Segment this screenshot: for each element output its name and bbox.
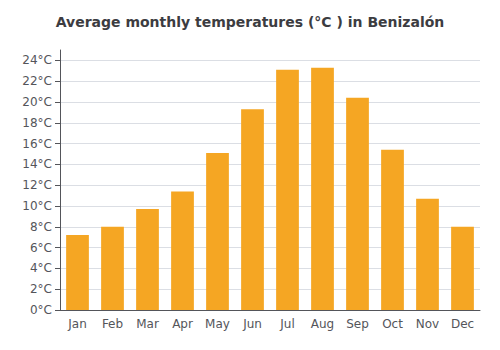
svg-text:12°C: 12°C xyxy=(22,178,52,192)
svg-text:14°C: 14°C xyxy=(22,157,52,171)
svg-text:Oct: Oct xyxy=(382,317,403,331)
svg-text:20°C: 20°C xyxy=(22,95,52,109)
svg-text:10°C: 10°C xyxy=(22,199,52,213)
svg-text:Jun: Jun xyxy=(242,317,262,331)
svg-text:Sep: Sep xyxy=(346,317,369,331)
svg-text:Average monthly temperatures (: Average monthly temperatures (°C ) in Be… xyxy=(56,14,445,30)
svg-text:6°C: 6°C xyxy=(30,241,52,255)
svg-text:2°C: 2°C xyxy=(30,282,52,296)
svg-text:Feb: Feb xyxy=(102,317,123,331)
svg-text:Nov: Nov xyxy=(416,317,439,331)
svg-text:Apr: Apr xyxy=(172,317,193,331)
svg-text:16°C: 16°C xyxy=(22,137,52,151)
svg-text:Mar: Mar xyxy=(136,317,159,331)
svg-text:24°C: 24°C xyxy=(22,53,52,67)
svg-text:8°C: 8°C xyxy=(30,220,52,234)
svg-text:0°C: 0°C xyxy=(30,303,52,317)
svg-text:May: May xyxy=(205,317,230,331)
svg-text:Aug: Aug xyxy=(311,317,334,331)
svg-text:22°C: 22°C xyxy=(22,74,52,88)
svg-text:4°C: 4°C xyxy=(30,261,52,275)
svg-text:Jul: Jul xyxy=(279,317,294,331)
svg-text:18°C: 18°C xyxy=(22,116,52,130)
svg-text:Jan: Jan xyxy=(67,317,87,331)
svg-text:Dec: Dec xyxy=(451,317,474,331)
